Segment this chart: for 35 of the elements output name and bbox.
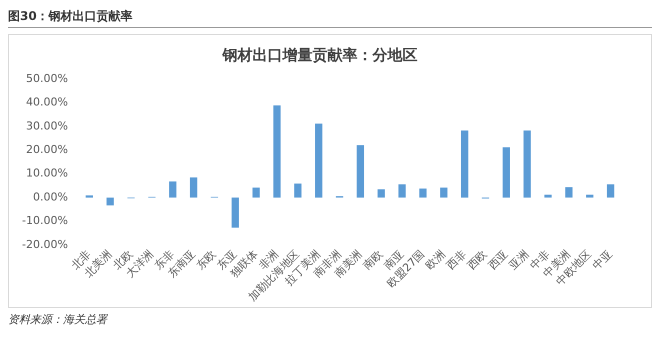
- x-tick-label: 中亚: [590, 248, 615, 272]
- x-tick-label: 南欧: [360, 248, 386, 272]
- bar: [398, 184, 406, 198]
- bar: [315, 124, 322, 198]
- bar: [440, 188, 448, 198]
- y-tick-label: 40.00%: [26, 96, 68, 109]
- text: 资料来源：海关总署: [8, 312, 109, 327]
- bar: [232, 198, 239, 228]
- bar: [378, 189, 385, 198]
- bar: [586, 194, 594, 198]
- y-tick-label: 50.00%: [26, 72, 68, 85]
- bar: [356, 145, 364, 198]
- bar: [294, 184, 302, 198]
- bar: [169, 181, 176, 198]
- bar: [544, 194, 552, 198]
- bar: [190, 177, 198, 198]
- bar: [565, 187, 573, 198]
- y-tick-label: 10.00%: [26, 166, 68, 180]
- y-tick-label: 0.00%: [32, 190, 68, 204]
- chart-subtitle: 图30：钢材出口贡献率: [8, 8, 652, 28]
- y-tick-label: 30.00%: [26, 119, 68, 132]
- bar: [252, 188, 260, 198]
- bar: [86, 195, 93, 198]
- y-tick-label: 20.00%: [26, 143, 68, 156]
- bar: [502, 147, 510, 198]
- y-tick-label: -20.00%: [22, 238, 68, 251]
- bar: [273, 105, 281, 198]
- bar: [524, 130, 531, 198]
- y-tick-label: -10.00%: [22, 214, 68, 228]
- bar: [419, 188, 427, 198]
- chart-title: 钢材出口增量贡献率：分地区: [222, 46, 418, 64]
- bar: [106, 198, 114, 206]
- bar: [460, 130, 468, 198]
- bar: [606, 184, 614, 198]
- x-tick-label: 亚洲: [506, 248, 532, 272]
